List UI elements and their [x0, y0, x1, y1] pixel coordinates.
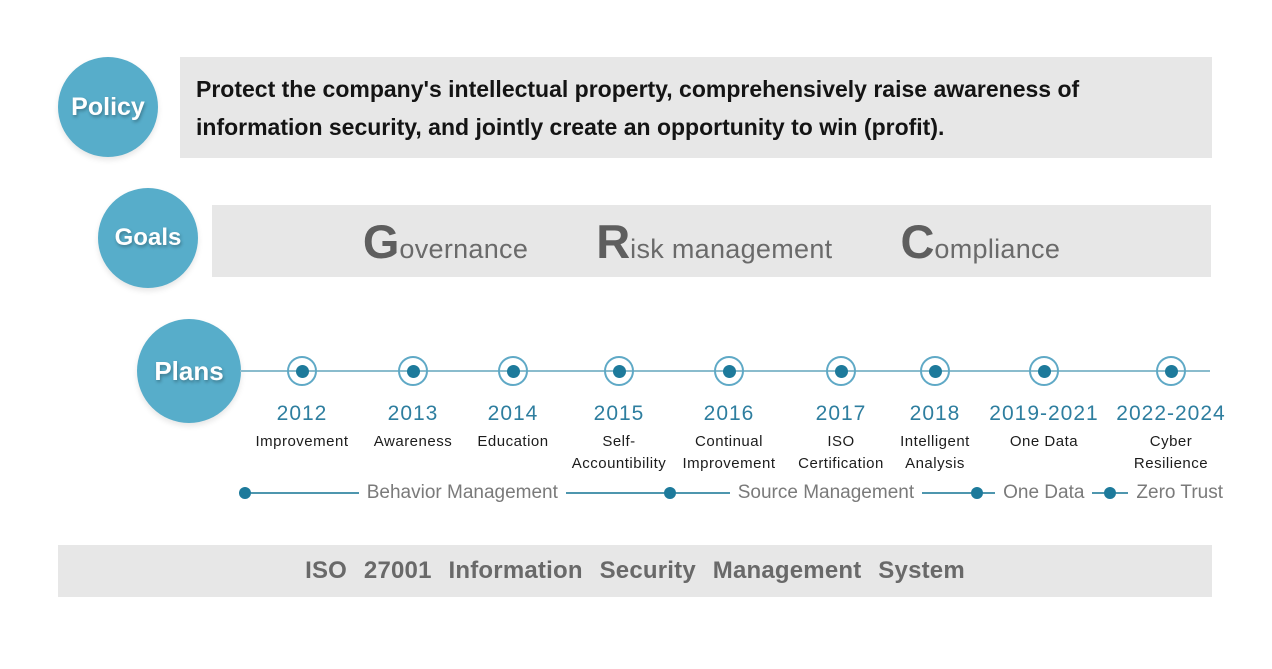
milestone-label-line2: Analysis	[905, 455, 965, 472]
node-dot-icon	[1164, 364, 1178, 378]
phase-row: Behavior Management Source Management On…	[239, 482, 1231, 503]
phase-label-one-data: One Data	[1003, 482, 1085, 503]
node-dot-icon	[612, 364, 626, 378]
phase-dot-icon	[663, 487, 676, 499]
goal-rest: overnance	[399, 233, 529, 264]
phase-connector	[1116, 492, 1129, 494]
milestone-2018: 2018 Intelligent Analysis	[865, 356, 1005, 475]
timeline-node-icon	[1156, 356, 1186, 386]
plans-badge-label: Plans	[154, 355, 224, 386]
milestone-year: 2022-2024	[1116, 402, 1226, 425]
phase-connector	[1092, 492, 1105, 494]
milestone-label-line1: Continual	[695, 433, 763, 450]
timeline-node-icon	[604, 356, 634, 386]
milestone-label-line2: Certification	[798, 455, 884, 472]
milestone-label: ISO Certification	[771, 431, 911, 475]
timeline-node-icon	[287, 356, 317, 386]
milestone-2014: 2014 Education	[443, 356, 583, 453]
node-dot-icon	[406, 364, 420, 378]
goals-badge: Goals	[98, 188, 198, 288]
milestone-label-line1: Awareness	[373, 433, 453, 450]
milestone-2013: 2013 Awareness	[343, 356, 483, 453]
policy-badge: Policy	[58, 57, 158, 157]
goal-initial: C	[900, 214, 935, 268]
plans-badge: Plans	[137, 319, 241, 423]
milestone-2016: 2016 Continual Improvement	[659, 356, 799, 475]
node-dot-icon	[295, 364, 309, 378]
goals-badge-label: Goals	[114, 224, 182, 251]
phase-connector	[675, 492, 730, 494]
phase-dot-icon	[239, 487, 251, 499]
policy-bar: Protect the company's intellectual prope…	[180, 57, 1212, 158]
milestone-label-line2: Improvement	[682, 455, 776, 472]
milestone-label: Education	[443, 431, 583, 453]
milestone-label: Self- Accountibility	[549, 431, 689, 475]
milestone-2019-2021: 2019-2021 One Data	[974, 356, 1114, 453]
phase-label-zero-trust: Zero Trust	[1136, 482, 1223, 503]
milestone-year: 2012	[276, 402, 328, 425]
node-dot-icon	[722, 364, 736, 378]
footer-title: ISO 27001 Information Security Managemen…	[305, 557, 965, 584]
milestone-year: 2014	[487, 402, 539, 425]
node-dot-icon	[506, 364, 520, 378]
milestone-2017: 2017 ISO Certification	[771, 356, 911, 475]
milestone-label-line2: Resilience	[1133, 455, 1209, 472]
phase-dot-icon	[1104, 487, 1117, 499]
timeline-node-icon	[826, 356, 856, 386]
goal-initial: R	[596, 214, 631, 268]
phase-dot-icon	[971, 487, 984, 499]
milestone-label: One Data	[974, 431, 1114, 453]
policy-badge-label: Policy	[71, 92, 145, 121]
timeline-node-icon	[714, 356, 744, 386]
timeline-node-icon	[398, 356, 428, 386]
milestone-2015: 2015 Self- Accountibility	[549, 356, 689, 475]
phase-connector	[251, 492, 359, 494]
node-dot-icon	[834, 364, 848, 378]
milestone-label-line1: ISO	[827, 433, 855, 450]
phase-label-source-management: Source Management	[737, 482, 915, 503]
milestone-label-line1: Education	[477, 433, 549, 450]
milestone-label-line1: Improvement	[255, 433, 349, 450]
phase-connector	[565, 492, 664, 494]
milestone-label-line1: One Data	[1009, 433, 1079, 450]
phase-label-behavior-management: Behavior Management	[366, 482, 558, 503]
node-dot-icon	[928, 364, 942, 378]
milestone-label-line2: Accountibility	[571, 455, 667, 472]
milestone-year: 2018	[909, 402, 961, 425]
timeline-node-icon	[1029, 356, 1059, 386]
milestone-2022-2024: 2022-2024 Cyber Resilience	[1101, 356, 1241, 475]
footer-bar: ISO 27001 Information Security Managemen…	[58, 545, 1212, 597]
milestone-label: Improvement	[232, 431, 372, 453]
goal-rest: ompliance	[934, 233, 1061, 264]
milestone-label: Continual Improvement	[659, 431, 799, 475]
milestone-year: 2019-2021	[989, 402, 1099, 425]
goal-initial: G	[362, 214, 400, 268]
policy-text: Protect the company's intellectual prope…	[196, 75, 1080, 140]
milestone-year: 2017	[815, 402, 867, 425]
milestone-year: 2013	[387, 402, 439, 425]
phase-connector	[922, 492, 972, 494]
milestone-label-line1: Self-	[602, 433, 636, 450]
milestone-year: 2015	[593, 402, 645, 425]
milestone-label: Awareness	[343, 431, 483, 453]
node-dot-icon	[1037, 364, 1051, 378]
milestone-label-line1: Intelligent	[900, 433, 970, 450]
phase-connector	[983, 492, 996, 494]
milestone-label-line1: Cyber	[1149, 433, 1193, 450]
milestone-label: Intelligent Analysis	[865, 431, 1005, 475]
goal-rest: isk management	[630, 233, 833, 264]
milestone-year: 2016	[703, 402, 755, 425]
timeline-node-icon	[498, 356, 528, 386]
timeline-node-icon	[920, 356, 950, 386]
milestone-label: Cyber Resilience	[1101, 431, 1241, 475]
milestone-2012: 2012 Improvement	[232, 356, 372, 453]
